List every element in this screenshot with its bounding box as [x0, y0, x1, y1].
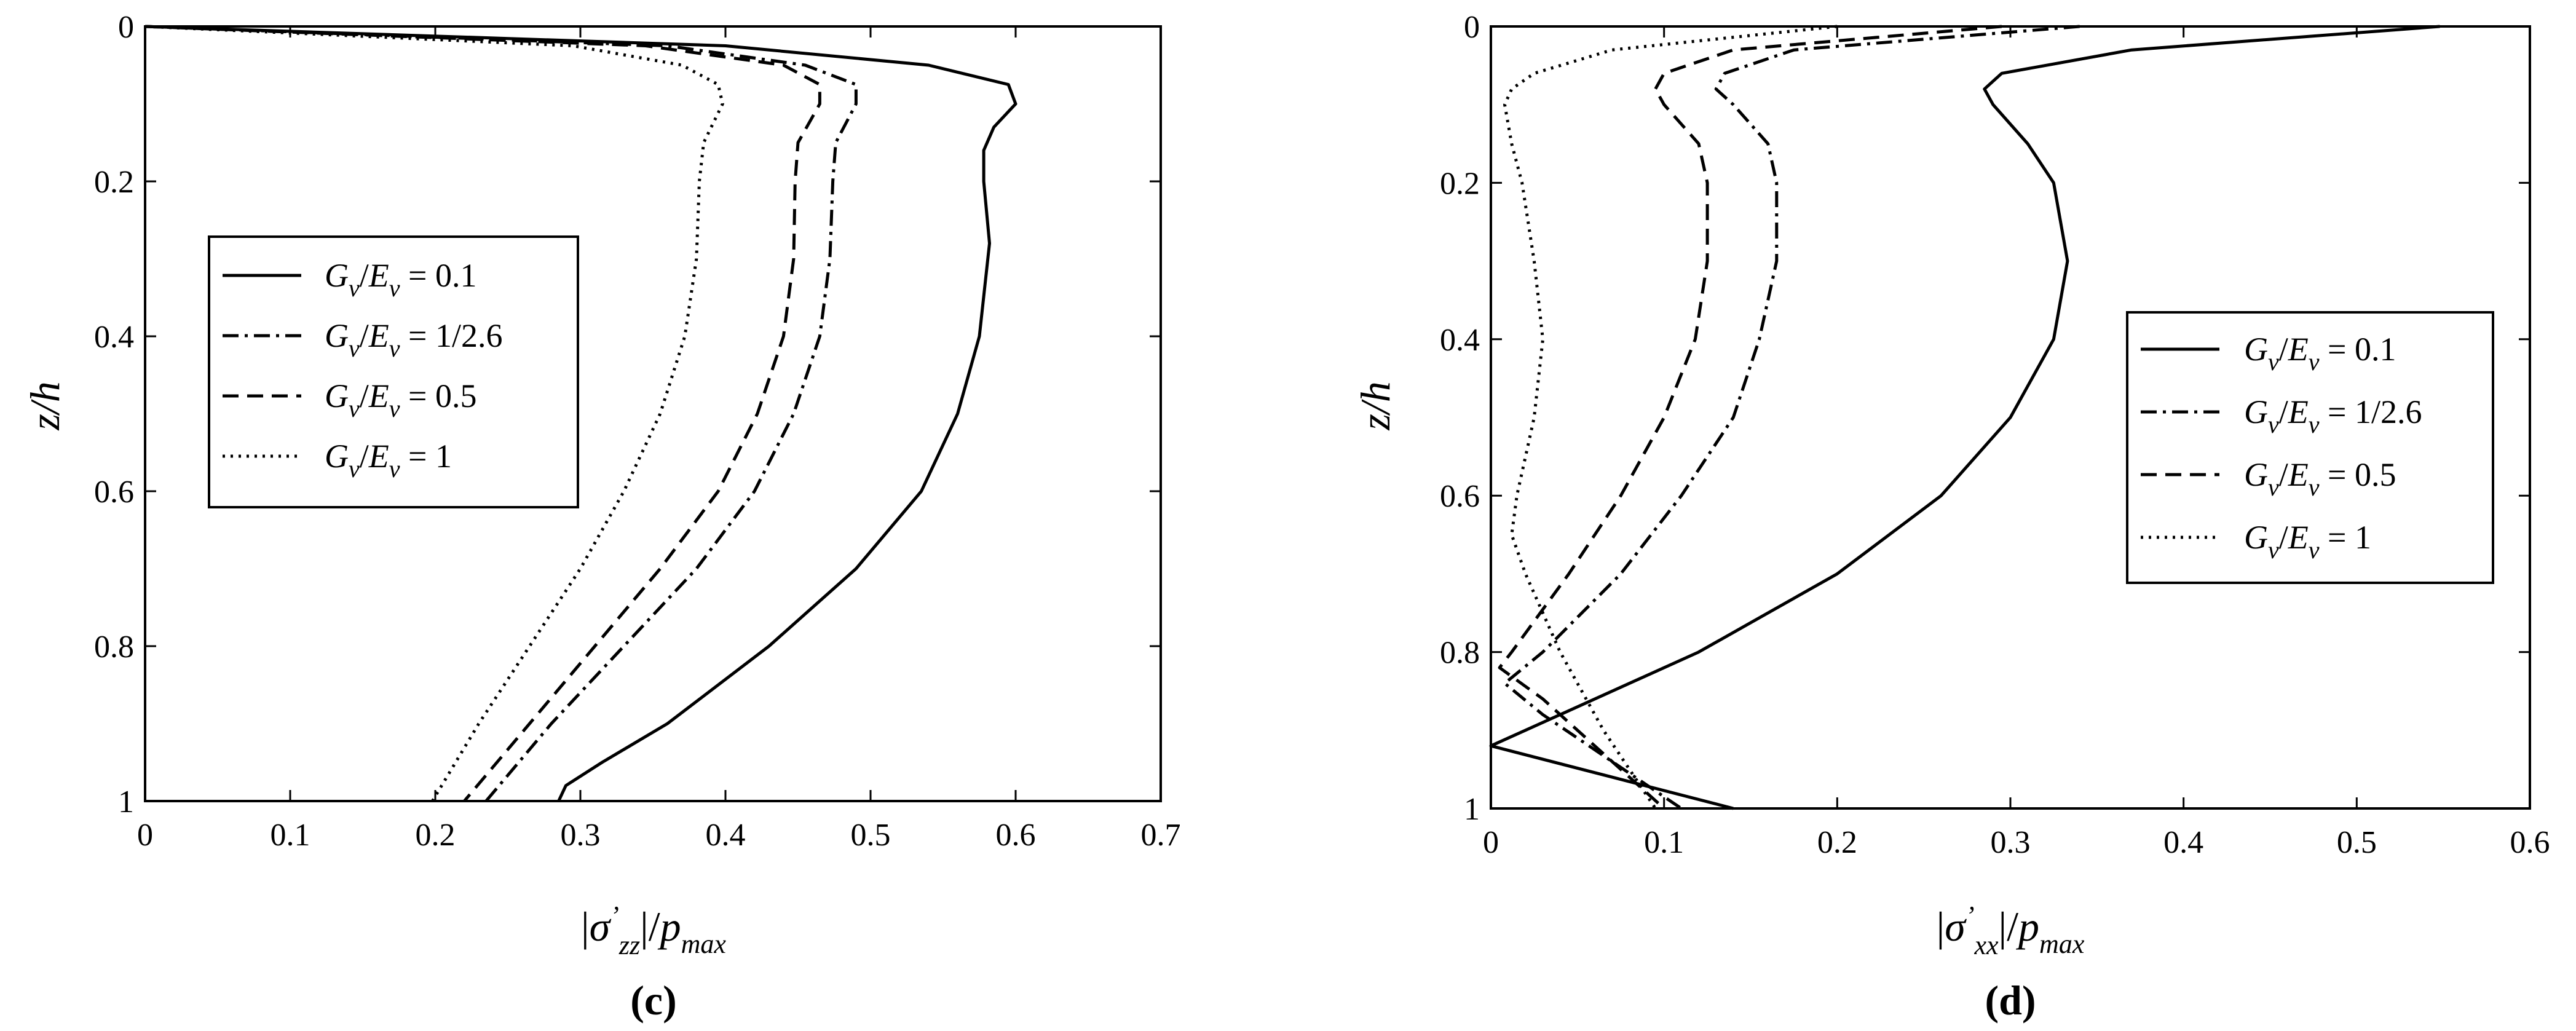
x-tick-label: 0.5	[2337, 825, 2377, 860]
panel-d-label: (d)	[1985, 977, 2036, 1024]
series-line-solid	[1489, 25, 2440, 810]
panel-c-label: (c)	[630, 977, 676, 1024]
legend-entry-label: Gv/Ev = 1	[325, 438, 452, 483]
panel-c-xlabel: |σ’zz|/pmax	[581, 901, 726, 960]
series-line-solid	[144, 25, 1017, 802]
panel-c-lines	[144, 25, 1017, 802]
legend-entry-label: Gv/Ev = 0.5	[325, 377, 477, 422]
x-tick-label: 0	[137, 818, 153, 853]
panel-d: 0 0.1 0.2 0.3 0.4 0.5 0.6 0 0.2 0.4 0.6 0.8 1 z/h |σ…	[1352, 10, 2550, 1024]
series-line-dashdot	[1503, 25, 2080, 810]
y-tick-label: 0.6	[1440, 479, 1480, 514]
y-tick-label: 0	[1464, 10, 1480, 45]
panel-c-axes-frame	[144, 25, 1162, 802]
y-tick-label: 0.2	[94, 165, 134, 200]
x-tick-label: 0.5	[851, 818, 891, 853]
panel-d-legend: Gv/Ev = 0.1 Gv/Ev = 1/2.6 Gv/Ev = 0.5 Gv/Ev…	[2126, 311, 2494, 584]
legend-entry-label: Gv/Ev = 1/2.6	[2244, 393, 2422, 438]
series-line-dotted	[144, 25, 724, 802]
legend-entry-label: Gv/Ev = 0.1	[325, 257, 477, 302]
y-tick-label: 0.2	[1440, 166, 1480, 201]
legend-entry-label: Gv/Ev = 0.5	[2244, 456, 2396, 501]
y-tick-label: 0.6	[94, 475, 134, 510]
panel-d-ylabel: z/h	[1352, 381, 1399, 430]
panel-d-legend-box	[2126, 311, 2494, 584]
x-tick-label: 0.2	[416, 818, 456, 853]
panel-c: 0 0.1 0.2 0.3 0.4 0.5 0.6 0.7 0 0.2 0.4 0.6 0.8 1 z/h…	[22, 10, 1181, 1024]
y-tick-label: 1	[118, 784, 134, 820]
x-tick-label: 0.3	[1991, 825, 2031, 860]
x-tick-label: 0.6	[2510, 825, 2550, 860]
series-line-dotted	[1503, 25, 1838, 810]
legend-entry-label: Gv/Ev = 0.1	[2244, 331, 2396, 376]
x-tick-label: 0.4	[2163, 825, 2203, 860]
panel-d-xlabel: |σ’xx|/pmax	[1937, 901, 2085, 960]
y-tick-label: 0.8	[94, 630, 134, 665]
panel-c-ylabel: z/h	[22, 381, 68, 430]
series-line-dashed	[144, 25, 821, 802]
x-tick-label: 0.2	[1817, 825, 1857, 860]
panel-d-ticks: 0 0.1 0.2 0.3 0.4 0.5 0.6 0 0.2 0.4 0.6 0.8 1	[1440, 10, 2550, 860]
series-line-dashed	[1498, 25, 2002, 810]
panel-c-legend-box	[208, 235, 579, 508]
x-tick-label: 0.4	[706, 818, 746, 853]
panel-c-ticks: 0 0.1 0.2 0.3 0.4 0.5 0.6 0.7 0 0.2 0.4 0.6 0.8 1	[94, 10, 1181, 853]
y-tick-label: 0	[118, 10, 134, 45]
x-tick-label: 0.7	[1141, 818, 1181, 853]
y-tick-label: 1	[1464, 792, 1480, 827]
y-tick-label: 0.4	[94, 320, 134, 355]
x-tick-label: 0.6	[996, 818, 1036, 853]
y-tick-label: 0.4	[1440, 323, 1480, 358]
legend-entry-label: Gv/Ev = 1	[2244, 519, 2371, 564]
x-tick-label: 0	[1483, 825, 1499, 860]
x-tick-label: 0.1	[271, 818, 310, 853]
x-tick-label: 0.3	[561, 818, 601, 853]
x-tick-label: 0.1	[1644, 825, 1684, 860]
series-line-dashdot	[144, 25, 858, 802]
legend-entry-label: Gv/Ev = 1/2.6	[325, 317, 503, 362]
panel-c-legend: Gv/Ev = 0.1 Gv/Ev = 1/2.6 Gv/Ev = 0.5 Gv/Ev…	[208, 235, 579, 508]
y-tick-label: 0.8	[1440, 636, 1480, 671]
panel-d-lines	[1489, 25, 2440, 810]
